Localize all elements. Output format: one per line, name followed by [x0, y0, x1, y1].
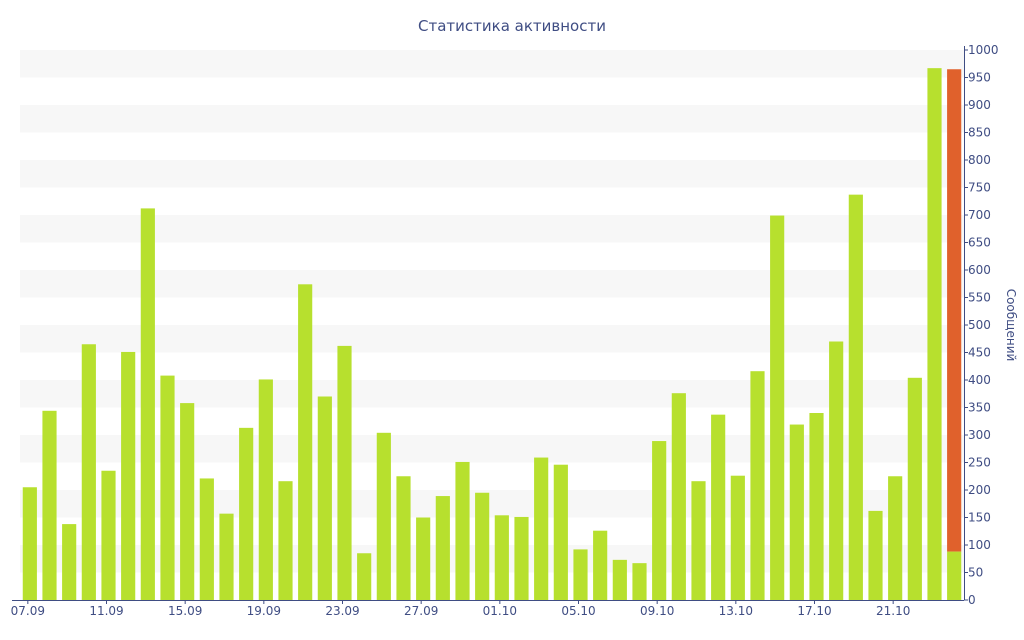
y-tick-label: 450 — [968, 346, 991, 360]
x-tick-label: 19.09 — [247, 604, 281, 618]
bar — [750, 371, 765, 600]
bar — [809, 413, 824, 600]
bar — [416, 517, 431, 600]
bar — [868, 510, 883, 600]
y-tick-label: 750 — [968, 181, 991, 195]
x-tick-label: 09.10 — [640, 604, 674, 618]
bar — [81, 344, 96, 600]
x-tick-label: 27.09 — [404, 604, 438, 618]
bar — [848, 194, 863, 600]
bar — [278, 481, 293, 600]
x-tick-label: 17.10 — [797, 604, 831, 618]
bar — [789, 424, 804, 600]
axes-group: 0 50 100 150 200 250 300 350 400 450 500 550 600 650 7… — [11, 43, 999, 618]
y-tick-label: 400 — [968, 373, 991, 387]
bar — [770, 215, 785, 601]
bar — [376, 432, 391, 600]
x-tick-label: 07.09 — [11, 604, 45, 618]
bar — [258, 379, 273, 600]
bar — [632, 563, 647, 600]
y-tick-label: 700 — [968, 208, 991, 222]
bar — [612, 559, 627, 600]
y-tick-label: 950 — [968, 71, 991, 85]
grid-band — [20, 270, 964, 298]
chart-title: Статистика активности — [418, 17, 606, 35]
bar — [62, 524, 77, 600]
grid-band — [20, 50, 964, 78]
grid-band — [20, 105, 964, 133]
bar — [652, 441, 667, 600]
bar — [22, 487, 37, 600]
grid-band — [20, 490, 964, 518]
y-tick-label: 850 — [968, 126, 991, 140]
bar — [180, 403, 195, 600]
bar — [42, 410, 57, 600]
x-tick-label: 21.10 — [876, 604, 910, 618]
y-tick-label: 300 — [968, 428, 991, 442]
bar — [121, 351, 136, 600]
bar — [455, 461, 470, 600]
y-tick-label: 0 — [968, 593, 976, 607]
bar — [593, 530, 608, 600]
grid-band — [20, 435, 964, 463]
y-tick-label: 600 — [968, 263, 991, 277]
x-tick-label: 11.09 — [89, 604, 123, 618]
y-tick-label: 650 — [968, 236, 991, 250]
x-tick-label: 23.09 — [325, 604, 359, 618]
y-tick-label: 200 — [968, 483, 991, 497]
bar — [691, 481, 706, 600]
y-tick-label: 500 — [968, 318, 991, 332]
bar — [671, 393, 686, 600]
y-tick-label: 150 — [968, 511, 991, 525]
x-tick-label: 15.09 — [168, 604, 202, 618]
bar — [219, 513, 234, 600]
bar-highlight — [947, 69, 962, 552]
y-tick-label: 550 — [968, 291, 991, 305]
y-axis-label: Сообщений — [1004, 289, 1018, 362]
grid-band — [20, 160, 964, 188]
grid-band — [20, 545, 964, 573]
grid-bands — [20, 50, 964, 573]
x-tick-label: 01.10 — [483, 604, 517, 618]
y-tick-label: 350 — [968, 401, 991, 415]
bar — [888, 476, 903, 600]
y-tick-label: 100 — [968, 538, 991, 552]
y-tick-label: 1000 — [968, 43, 999, 57]
y-tick-label: 250 — [968, 456, 991, 470]
bar — [337, 345, 352, 600]
bar — [927, 68, 942, 600]
bar — [514, 516, 529, 600]
bar — [239, 427, 254, 600]
grid-band — [20, 380, 964, 408]
bar — [140, 208, 155, 600]
bar — [396, 476, 411, 600]
bar — [435, 496, 450, 600]
bar — [573, 549, 588, 600]
bar — [730, 475, 745, 600]
bar — [534, 457, 549, 600]
bar — [199, 478, 214, 600]
x-tick-label: 05.10 — [561, 604, 595, 618]
bar — [475, 492, 490, 600]
y-tick-label: 50 — [968, 566, 983, 580]
grid-band — [20, 325, 964, 353]
bar — [907, 377, 922, 600]
bar — [829, 341, 844, 600]
bar — [357, 553, 372, 600]
y-tick-label: 900 — [968, 98, 991, 112]
y-tick-label: 800 — [968, 153, 991, 167]
bar — [494, 515, 509, 600]
x-tick-label: 13.10 — [719, 604, 753, 618]
bar — [160, 375, 175, 600]
bar — [711, 414, 726, 600]
bar — [317, 396, 332, 600]
bar — [553, 464, 568, 600]
bar — [298, 284, 313, 600]
grid-band — [20, 215, 964, 243]
bar — [947, 551, 962, 600]
bar — [101, 470, 116, 600]
bars-group — [22, 68, 962, 601]
